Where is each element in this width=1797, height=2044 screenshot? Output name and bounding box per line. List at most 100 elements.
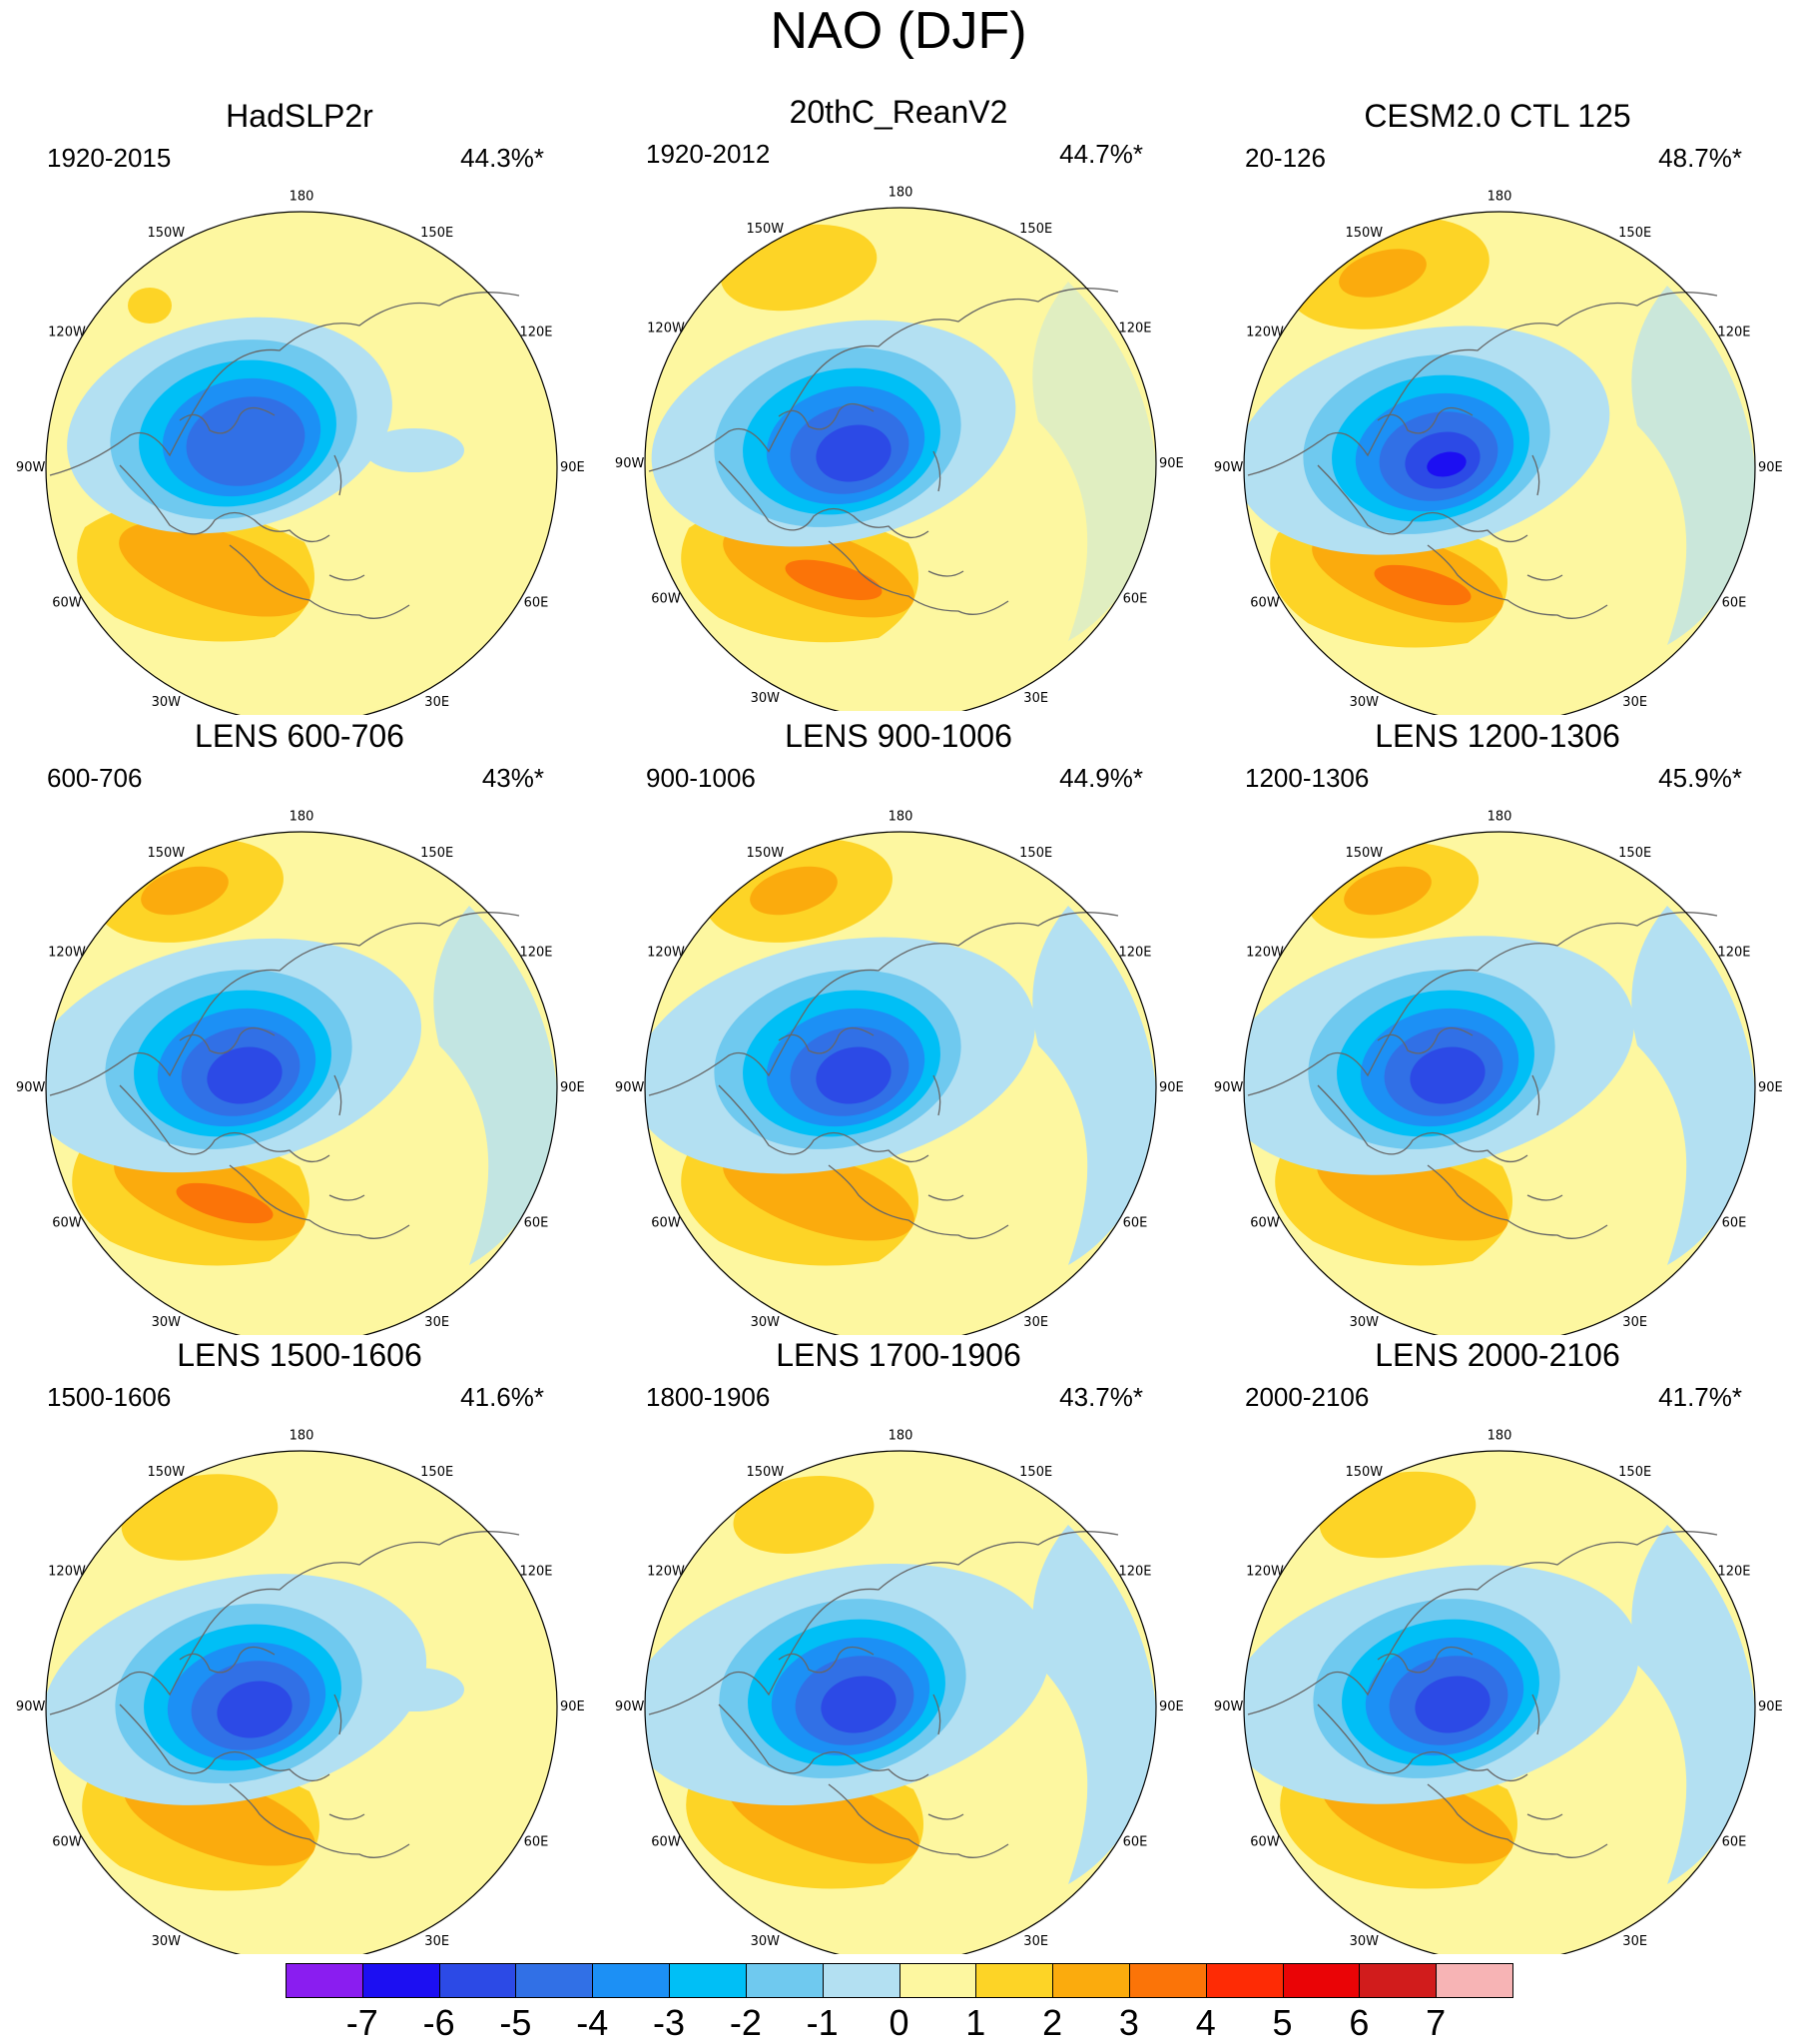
panel-period: 1200-1306 xyxy=(1245,763,1370,793)
colorbar-swatch xyxy=(515,1963,594,1998)
coastline-greenland xyxy=(778,402,875,430)
longitude-label: 90W xyxy=(16,1080,46,1095)
panel-period: 900-1006 xyxy=(646,763,756,793)
longitude-label: 150W xyxy=(147,1465,185,1480)
longitude-label: 30E xyxy=(1023,691,1048,706)
longitude-label: 60W xyxy=(651,592,681,607)
panel-period: 20-126 xyxy=(1245,143,1326,173)
figure-title: NAO (DJF) xyxy=(770,2,1027,60)
longitude-label: 60W xyxy=(651,1835,681,1850)
map-boundary xyxy=(1243,1450,1756,1954)
longitude-label: 30W xyxy=(152,1934,182,1949)
polar-map: 180150E120E90E60E30E030W60W90W120W150W xyxy=(16,810,585,1335)
longitude-label: 30E xyxy=(424,1934,449,1949)
colorbar-label: -5 xyxy=(499,2002,532,2043)
coastline-north xyxy=(648,912,1119,1096)
polar-map: 180150E120E90E60E30E030W60W90W120W150W xyxy=(1214,1429,1783,1954)
longitude-label: 150E xyxy=(1019,1465,1052,1480)
coastline-greenland xyxy=(179,1026,276,1054)
negative-region-east xyxy=(1032,282,1156,641)
polar-map: 180150E120E90E60E30E030W60W90W120W150W xyxy=(615,186,1184,711)
colorbar-swatch xyxy=(1436,1963,1513,1998)
polar-map: 180150E120E90E60E30E030W60W90W120W150W xyxy=(615,810,1184,1335)
contour-field xyxy=(645,208,1156,711)
coastline-detail xyxy=(927,1074,964,1201)
coastline-europe xyxy=(828,540,1009,615)
coastline-atlantic xyxy=(119,1084,330,1162)
contour-field xyxy=(46,212,557,715)
longitude-label: 90E xyxy=(560,1700,585,1714)
panel-title: CESM2.0 CTL 125 xyxy=(1364,98,1631,134)
pacific-positive-core xyxy=(1339,249,1427,298)
longitude-label: 30E xyxy=(1023,1315,1048,1330)
negative-region-east xyxy=(1032,906,1156,1265)
pacific-positive-lobe xyxy=(733,1476,875,1554)
longitude-label: 60E xyxy=(1123,1835,1148,1850)
longitude-label: 180 xyxy=(290,190,314,205)
longitude-label: 90W xyxy=(615,1080,645,1095)
panel-variance: 43.7%* xyxy=(1059,1382,1143,1412)
longitude-label: 60W xyxy=(52,1835,82,1850)
panel-period: 1500-1606 xyxy=(47,1382,172,1412)
coastline-greenland xyxy=(778,1026,875,1054)
coastline-europe xyxy=(1427,1164,1608,1239)
longitude-label: 150E xyxy=(1019,846,1052,861)
colorbar-label: -2 xyxy=(729,2002,762,2043)
pacific-positive-lobe xyxy=(128,288,172,324)
longitude-label: 60E xyxy=(524,1216,549,1231)
longitude-label: 120E xyxy=(1118,321,1151,336)
arctic-negative-level-6 xyxy=(217,1681,293,1738)
longitude-label: 120E xyxy=(1717,325,1750,340)
longitude-label: 120E xyxy=(1717,945,1750,960)
longitude-label: 120W xyxy=(1246,945,1284,960)
coastline-atlantic xyxy=(119,1703,330,1781)
coastline-north xyxy=(49,912,520,1096)
longitude-label: 120E xyxy=(519,325,552,340)
map-boundary xyxy=(644,207,1157,711)
colorbar-swatch xyxy=(286,1963,363,1998)
arctic-negative-level-6 xyxy=(821,1676,897,1733)
colorbar-label: -4 xyxy=(576,2002,609,2043)
panel-title: LENS 900-1006 xyxy=(785,718,1012,754)
negative-region-east xyxy=(1631,286,1755,645)
panel-title: LENS 1700-1906 xyxy=(776,1337,1021,1373)
longitude-label: 90W xyxy=(1214,1080,1244,1095)
panel-variance: 43%* xyxy=(481,763,544,793)
longitude-label: 150W xyxy=(1345,846,1383,861)
coastline-north xyxy=(49,1531,520,1715)
coastline-detail xyxy=(328,1694,365,1820)
contour-field xyxy=(645,832,1156,1335)
colorbar-label: -1 xyxy=(806,2002,839,2043)
longitude-label: 60W xyxy=(1250,596,1280,611)
coastline-detail xyxy=(927,1694,964,1820)
contour-field xyxy=(1244,832,1755,1335)
colorbar-swatch xyxy=(1128,1963,1207,1998)
longitude-label: 150E xyxy=(420,226,453,241)
longitude-label: 180 xyxy=(1488,810,1512,825)
polar-map: 180150E120E90E60E30E030W60W90W120W150W xyxy=(1214,190,1783,715)
longitude-label: 120W xyxy=(647,1564,685,1579)
pacific-positive-lobe xyxy=(121,1474,279,1561)
contour-field xyxy=(1244,1451,1755,1954)
coastline-greenland xyxy=(179,406,276,434)
longitude-label: 150E xyxy=(1618,846,1651,861)
longitude-label: 150E xyxy=(1618,1465,1651,1480)
longitude-label: 180 xyxy=(1488,190,1512,205)
longitude-label: 90W xyxy=(1214,460,1244,475)
colorbar-label: 3 xyxy=(1118,2002,1139,2043)
longitude-label: 180 xyxy=(290,1429,314,1444)
longitude-label: 90E xyxy=(1159,1700,1184,1714)
longitude-label: 90W xyxy=(16,1700,46,1714)
longitude-label: 180 xyxy=(290,810,314,825)
panel-variance: 45.9%* xyxy=(1658,763,1742,793)
colorbar-swatch xyxy=(361,1963,440,1998)
coastline-north xyxy=(648,1531,1119,1715)
map-boundary xyxy=(1243,211,1756,715)
colorbar-swatch xyxy=(1205,1963,1284,1998)
longitude-label: 90W xyxy=(1214,1700,1244,1714)
panel-variance: 41.6%* xyxy=(460,1382,544,1412)
coastline-atlantic xyxy=(1317,1703,1528,1781)
polar-map: 180150E120E90E60E30E030W60W90W120W150W xyxy=(615,1429,1184,1954)
longitude-label: 120W xyxy=(1246,325,1284,340)
panel-period: 600-706 xyxy=(47,763,143,793)
